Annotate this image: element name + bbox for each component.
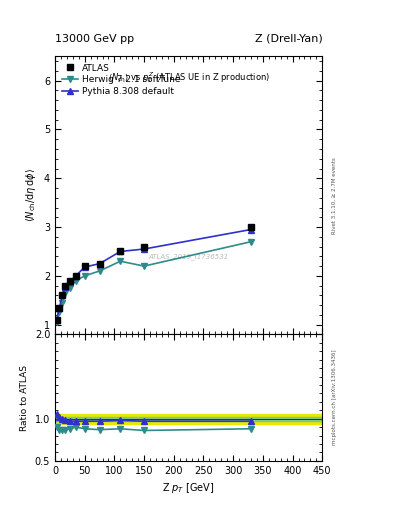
Herwig 7.2.1 softTune bbox=[54, 319, 59, 325]
Pythia 8.308 default bbox=[73, 273, 78, 279]
ATLAS bbox=[249, 224, 253, 230]
Pythia 8.308 default bbox=[97, 261, 102, 267]
Herwig 7.2.1 softTune bbox=[60, 300, 65, 306]
Herwig 7.2.1 softTune bbox=[68, 285, 72, 291]
Pythia 8.308 default bbox=[60, 292, 65, 298]
ATLAS bbox=[142, 244, 147, 250]
Text: $\langle N_{\rm ch}\rangle$ vs $p_T^Z$ (ATLAS UE in Z production): $\langle N_{\rm ch}\rangle$ vs $p_T^Z$ (… bbox=[108, 70, 270, 85]
Line: Herwig 7.2.1 softTune: Herwig 7.2.1 softTune bbox=[53, 238, 255, 326]
Legend: ATLAS, Herwig 7.2.1 softTune, Pythia 8.308 default: ATLAS, Herwig 7.2.1 softTune, Pythia 8.3… bbox=[59, 61, 183, 99]
Pythia 8.308 default bbox=[142, 246, 147, 252]
ATLAS bbox=[68, 278, 72, 284]
Herwig 7.2.1 softTune bbox=[118, 258, 123, 264]
Pythia 8.308 default bbox=[118, 248, 123, 254]
ATLAS bbox=[57, 305, 62, 311]
Text: Z (Drell-Yan): Z (Drell-Yan) bbox=[255, 33, 322, 44]
X-axis label: Z $p_T$ [GeV]: Z $p_T$ [GeV] bbox=[162, 481, 215, 495]
Text: ATLAS_2019_I1736531: ATLAS_2019_I1736531 bbox=[149, 253, 229, 260]
Pythia 8.308 default bbox=[83, 264, 87, 270]
Bar bbox=[55, 417, 322, 421]
Pythia 8.308 default bbox=[249, 226, 253, 232]
ATLAS bbox=[54, 317, 59, 323]
Y-axis label: $\langle N_{\rm ch}/{\rm d}\eta\,{\rm d}\phi\rangle$: $\langle N_{\rm ch}/{\rm d}\eta\,{\rm d}… bbox=[24, 168, 39, 223]
Line: ATLAS: ATLAS bbox=[53, 224, 255, 323]
Text: Rivet 3.1.10, ≥ 2.7M events: Rivet 3.1.10, ≥ 2.7M events bbox=[332, 157, 337, 234]
Pythia 8.308 default bbox=[63, 284, 68, 290]
Herwig 7.2.1 softTune bbox=[63, 290, 68, 296]
ATLAS bbox=[63, 283, 68, 289]
Pythia 8.308 default bbox=[57, 305, 62, 311]
Herwig 7.2.1 softTune bbox=[249, 239, 253, 245]
Herwig 7.2.1 softTune bbox=[142, 263, 147, 269]
Bar bbox=[55, 414, 322, 424]
ATLAS bbox=[60, 292, 65, 298]
Pythia 8.308 default bbox=[68, 279, 72, 285]
Herwig 7.2.1 softTune bbox=[83, 273, 87, 279]
Pythia 8.308 default bbox=[54, 317, 59, 323]
Herwig 7.2.1 softTune bbox=[97, 268, 102, 274]
Herwig 7.2.1 softTune bbox=[57, 309, 62, 315]
ATLAS bbox=[83, 263, 87, 269]
Text: 13000 GeV pp: 13000 GeV pp bbox=[55, 33, 134, 44]
Y-axis label: Ratio to ATLAS: Ratio to ATLAS bbox=[20, 365, 29, 431]
Herwig 7.2.1 softTune bbox=[73, 278, 78, 284]
ATLAS bbox=[118, 248, 123, 254]
Line: Pythia 8.308 default: Pythia 8.308 default bbox=[53, 226, 255, 323]
Text: mcplots.cern.ch [arXiv:1306.3436]: mcplots.cern.ch [arXiv:1306.3436] bbox=[332, 350, 337, 445]
ATLAS bbox=[73, 273, 78, 279]
ATLAS bbox=[97, 261, 102, 267]
